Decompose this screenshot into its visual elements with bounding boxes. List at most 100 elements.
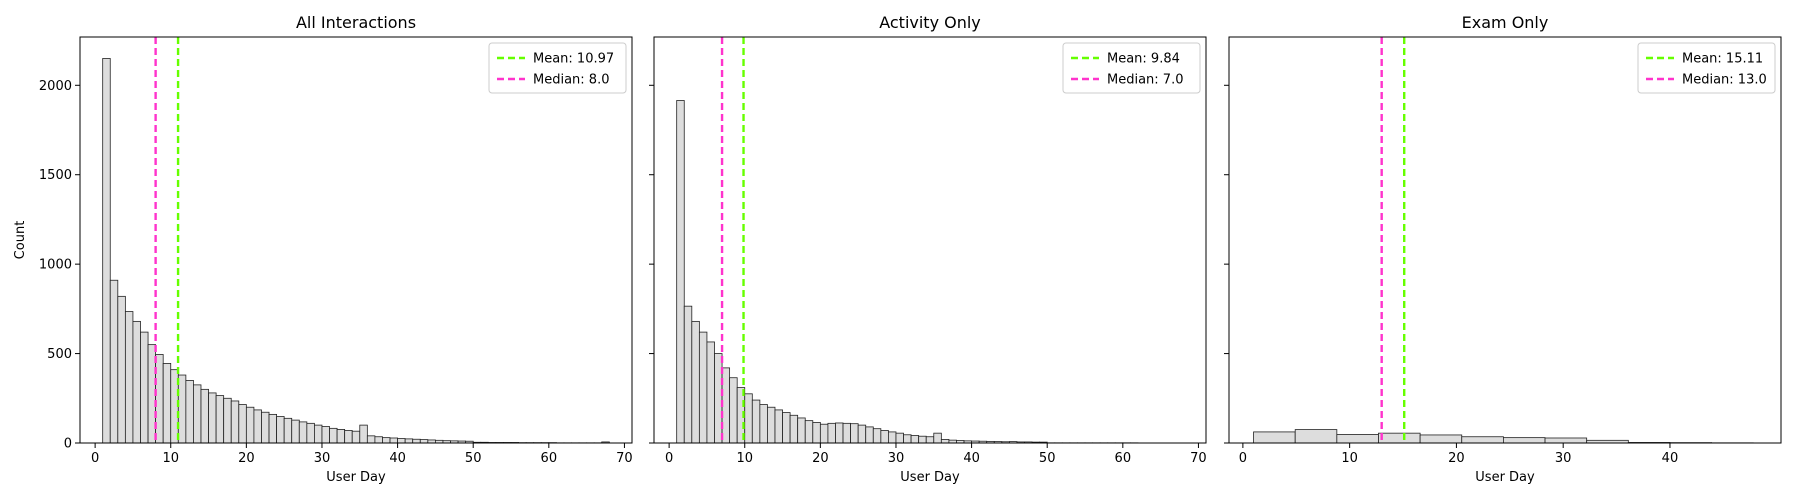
- y-axis-label: Count: [13, 221, 28, 260]
- bar: [752, 400, 760, 443]
- bar: [919, 436, 927, 443]
- bar: [246, 407, 254, 443]
- bar: [699, 332, 707, 443]
- bar: [911, 435, 919, 443]
- bar: [896, 433, 904, 443]
- x-tick-label: 10: [736, 451, 753, 466]
- bar: [193, 385, 201, 443]
- y-tick-label: 500: [47, 347, 72, 362]
- bar: [851, 424, 859, 443]
- bar: [835, 423, 843, 443]
- bar: [239, 405, 247, 443]
- x-tick-label: 70: [1190, 451, 1207, 466]
- bar: [405, 439, 413, 443]
- axes-frame: [1229, 37, 1781, 443]
- bar: [231, 401, 239, 443]
- bar: [843, 423, 851, 443]
- bar: [888, 432, 896, 443]
- x-tick-label: 0: [665, 451, 673, 466]
- legend-label: Mean: 9.84: [1107, 52, 1180, 67]
- bar: [858, 425, 866, 443]
- bar: [352, 431, 360, 443]
- bar: [110, 280, 118, 443]
- x-axis-label: User Day: [900, 470, 960, 485]
- legend-label: Median: 13.0: [1682, 73, 1767, 88]
- bar: [783, 413, 791, 443]
- bar: [714, 354, 722, 443]
- bar: [140, 332, 148, 443]
- bar: [375, 437, 383, 443]
- bar: [261, 412, 269, 443]
- bar: [767, 407, 775, 443]
- bar: [186, 380, 194, 443]
- x-tick-label: 40: [389, 451, 406, 466]
- bar: [1337, 434, 1379, 443]
- bar: [677, 100, 685, 443]
- x-tick-label: 40: [963, 451, 980, 466]
- bar: [201, 389, 209, 443]
- bar: [926, 437, 934, 443]
- panel-title: All Interactions: [296, 13, 416, 32]
- bar: [707, 342, 715, 443]
- bar: [269, 414, 277, 443]
- bar: [216, 396, 224, 443]
- x-tick-label: 0: [91, 451, 99, 466]
- bar: [1462, 437, 1504, 443]
- x-tick-label: 50: [465, 451, 482, 466]
- legend-label: Median: 8.0: [533, 73, 609, 88]
- panel-title: Exam Only: [1462, 13, 1549, 32]
- chart-panel-2: 0 10 20 30 40 Exam Only User Day Mean: 15.11Med…: [1224, 13, 1781, 485]
- bar: [330, 428, 338, 443]
- bar: [254, 410, 262, 443]
- x-axis-label: User Day: [1475, 470, 1535, 485]
- bar: [382, 438, 390, 443]
- x-tick-label: 50: [1039, 451, 1056, 466]
- bar: [292, 420, 300, 443]
- x-tick-label: 20: [1448, 451, 1465, 466]
- bar: [692, 321, 700, 443]
- bar: [873, 429, 881, 443]
- bar: [1295, 430, 1337, 443]
- y-tick-label: 1500: [39, 168, 72, 183]
- bar: [163, 363, 171, 443]
- legend-label: Median: 7.0: [1107, 73, 1183, 88]
- bar: [934, 433, 942, 443]
- bar: [813, 422, 821, 443]
- bar: [881, 430, 889, 443]
- bar: [1378, 433, 1420, 443]
- bar: [730, 378, 738, 443]
- bar: [684, 306, 692, 443]
- bar: [1545, 438, 1587, 443]
- bar: [224, 398, 232, 443]
- bar: [745, 394, 753, 443]
- bar: [828, 423, 836, 443]
- x-tick-label: 20: [812, 451, 829, 466]
- x-tick-label: 40: [1662, 451, 1679, 466]
- x-tick-label: 30: [888, 451, 905, 466]
- y-tick-label: 1000: [39, 258, 72, 273]
- bar: [1420, 435, 1462, 443]
- bar: [209, 393, 217, 443]
- bar: [314, 425, 322, 443]
- x-tick-label: 0: [1239, 451, 1247, 466]
- bar: [345, 430, 353, 443]
- bar: [866, 427, 874, 443]
- bar: [941, 439, 949, 443]
- bar: [798, 418, 806, 443]
- bar: [284, 418, 292, 443]
- x-tick-label: 20: [238, 451, 255, 466]
- x-tick-label: 10: [1341, 451, 1358, 466]
- bar: [178, 375, 186, 443]
- bar: [125, 312, 133, 443]
- x-tick-label: 30: [1555, 451, 1572, 466]
- bars-2: [1254, 430, 1754, 443]
- bar: [820, 424, 828, 443]
- x-tick-label: 30: [314, 451, 331, 466]
- y-tick-label: 2000: [39, 79, 72, 94]
